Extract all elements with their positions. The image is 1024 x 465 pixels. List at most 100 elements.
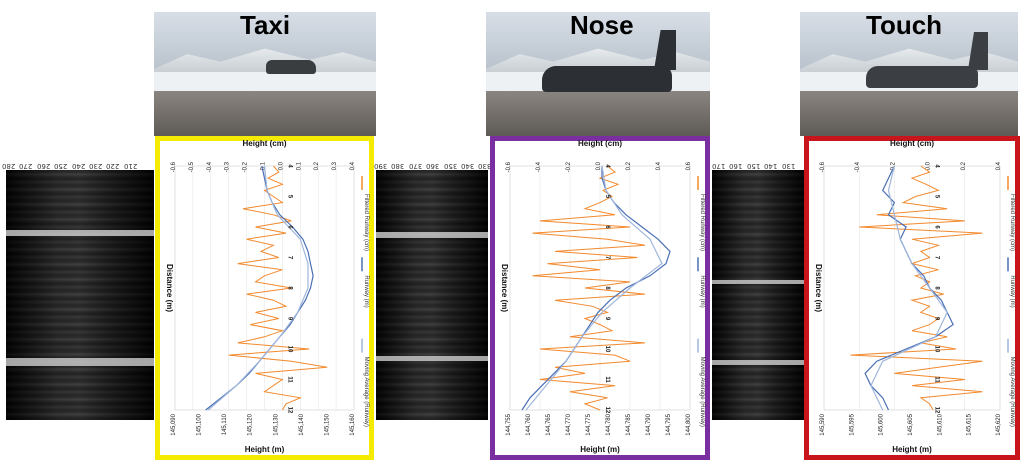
top-tick-label: -0.4 xyxy=(536,161,542,172)
legend-label: Runway (m) xyxy=(363,275,369,307)
top-tick-label: -0.4 xyxy=(855,161,861,172)
chart-nose: -0.6 -0.4 -0.2 0.0 0.2 0.4 0.6 144,755 144,760 14… xyxy=(490,136,710,460)
bottom-tick-label: 145,160 xyxy=(350,413,356,435)
tick-row-left: 280 270 260 250 240 230 220 210 xyxy=(2,156,152,170)
distance-tick-label: 6 xyxy=(604,225,610,229)
reflector-band xyxy=(376,232,488,238)
series-line xyxy=(850,165,983,411)
tick-label: 280 xyxy=(2,162,16,170)
distance-axis-title: Distance (m) xyxy=(165,264,174,312)
legend-label: Runway (m) xyxy=(699,275,705,307)
distance-tick-label: 6 xyxy=(934,225,940,229)
distance-axis-title: Distance (m) xyxy=(814,264,823,312)
top-tick-label: 0.6 xyxy=(686,161,692,170)
bottom-tick-label: 145,140 xyxy=(299,413,305,435)
photo-nose xyxy=(486,12,710,136)
distance-tick-label: 11 xyxy=(604,376,610,383)
distance-axis-title: Distance (m) xyxy=(500,264,509,312)
tick-row-right: 170 160 150 140 130 xyxy=(712,156,804,170)
distance-tick-label: 12 xyxy=(934,407,940,414)
chart-frame-nose: -0.6 -0.4 -0.2 0.0 0.2 0.4 0.6 144,755 144,760 14… xyxy=(490,136,710,460)
distance-tick-label: 8 xyxy=(604,286,610,290)
distance-tick-label: 8 xyxy=(286,286,292,290)
reflector-band xyxy=(6,230,154,236)
chart-taxi: -0.6 -0.5 -0.4 -0.3 -0.2 -0.1 0.0 0.1 0.2 0.3 0.4 1… xyxy=(155,136,374,460)
bottom-tick-label: 145,600 xyxy=(879,413,885,435)
aircraft-image xyxy=(266,60,316,74)
top-tick-label: 0.0 xyxy=(596,161,602,170)
bottom-tick-label: 145,120 xyxy=(248,413,254,435)
top-tick-label: 0.4 xyxy=(656,161,662,170)
series-line xyxy=(228,165,328,411)
tick-row-middle: 390 380 370 360 350 340 330 320 310 xyxy=(374,156,490,170)
series-line xyxy=(532,165,646,411)
bottom-tick-label: 144,765 xyxy=(546,413,552,435)
series-line xyxy=(521,166,671,411)
bottom-tick-label: 145,100 xyxy=(197,413,203,435)
chart-frame-taxi: -0.6 -0.5 -0.4 -0.3 -0.2 -0.1 0.0 0.1 0.2 0.3 0.4 1… xyxy=(155,136,374,460)
legend-label: Filtered Runway (cm) xyxy=(1009,194,1015,251)
title-nose: Nose xyxy=(570,10,634,40)
reflector-band xyxy=(6,358,154,366)
top-tick-label: -0.5 xyxy=(189,161,195,172)
chart-border xyxy=(155,136,374,460)
distance-tick-label: 9 xyxy=(604,317,610,321)
tick-label: 130 xyxy=(781,162,795,170)
bottom-tick-label: 144,780 xyxy=(606,413,612,435)
bottom-tick-label: 144,795 xyxy=(666,413,672,435)
chart-border xyxy=(490,136,710,460)
bottom-tick-label: 145,615 xyxy=(967,413,973,435)
top-tick-label: -0.6 xyxy=(506,161,512,172)
bottom-tick-label: 145,130 xyxy=(273,413,279,435)
top-tick-label: 0.0 xyxy=(278,161,284,170)
bottom-tick-label: 145,150 xyxy=(324,413,330,435)
top-tick-label: 0.0 xyxy=(926,161,932,170)
legend-label: Moving Average (Runway) xyxy=(363,357,369,427)
distance-tick-label: 10 xyxy=(286,346,292,353)
distance-tick-label: 7 xyxy=(604,256,610,260)
bottom-tick-label: 145,605 xyxy=(908,413,914,435)
tick-label: 260 xyxy=(36,162,51,170)
top-tick-label: -0.2 xyxy=(243,161,249,172)
top-axis-title: Height (cm) xyxy=(890,139,934,148)
distance-tick-label: 4 xyxy=(934,164,940,168)
tick-label: 170 xyxy=(712,162,726,170)
series-line xyxy=(207,165,309,411)
bottom-tick-label: 144,775 xyxy=(586,413,592,435)
distance-tick-label: 10 xyxy=(604,346,610,353)
distance-tick-label: 4 xyxy=(286,164,292,168)
top-tick-label: 0.4 xyxy=(350,161,356,170)
distance-tick-label: 9 xyxy=(286,317,292,321)
top-tick-label: 0.2 xyxy=(961,161,967,170)
top-tick-label: 0.3 xyxy=(332,161,338,170)
bottom-axis-title: Height (m) xyxy=(580,445,620,454)
tick-label: 360 xyxy=(426,162,440,170)
bottom-tick-label: 145,590 xyxy=(820,413,826,435)
top-axis-title: Height (cm) xyxy=(243,139,287,148)
legend-label: Filtered Runway (cm) xyxy=(699,194,705,251)
distance-tick-label: 5 xyxy=(604,195,610,199)
plot-area xyxy=(823,165,1001,411)
distance-tick-label: 11 xyxy=(286,376,292,383)
tick-label: 390 xyxy=(374,162,388,170)
legend-label: Filtered Runway (cm) xyxy=(363,194,369,251)
top-tick-label: 0.2 xyxy=(314,161,320,170)
bottom-tick-label: 144,760 xyxy=(526,413,532,435)
top-tick-label: 0.2 xyxy=(626,161,632,170)
photo-taxi xyxy=(154,12,376,136)
aircraft-image xyxy=(542,66,672,92)
reflector-band xyxy=(712,360,804,365)
chart-border xyxy=(804,136,1020,460)
tick-label: 270 xyxy=(19,162,33,170)
aircraft-tail xyxy=(654,30,676,70)
top-tick-label: -0.4 xyxy=(207,161,213,172)
radargram-strip-touch xyxy=(712,170,804,420)
distance-tick-label: 4 xyxy=(604,164,610,168)
bottom-tick-label: 145,110 xyxy=(222,413,228,435)
bottom-tick-label: 144,755 xyxy=(506,413,512,435)
tick-label: 210 xyxy=(123,162,137,170)
bottom-axis-title: Height (m) xyxy=(245,445,285,454)
distance-tick-label: 9 xyxy=(934,317,940,321)
radargram-strip-taxi xyxy=(6,170,154,420)
tick-label: 250 xyxy=(54,162,68,170)
